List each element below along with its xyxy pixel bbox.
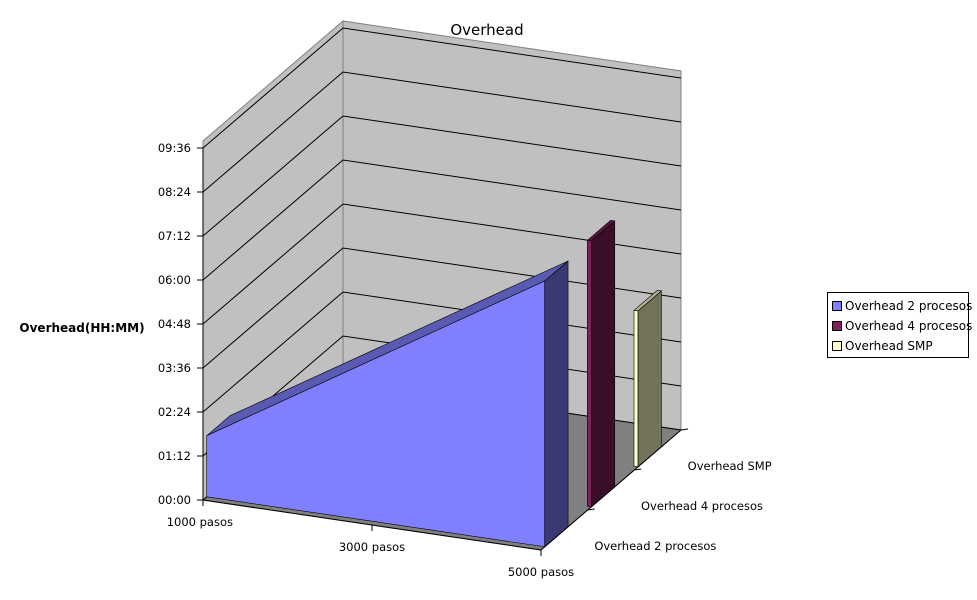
series-side bbox=[591, 220, 616, 508]
gridline bbox=[202, 159, 682, 281]
legend-label: Overhead 4 procesos bbox=[845, 319, 973, 333]
y-tick-label: 08:24 bbox=[158, 185, 191, 199]
depth-tick-mark bbox=[634, 468, 642, 471]
depth-tick-mark bbox=[587, 508, 595, 511]
series-side bbox=[637, 290, 662, 468]
depth-tick-label: Overhead 4 procesos bbox=[641, 499, 763, 513]
chart-tick-labels: 00:00 01:12 02:24 03:36 04:48 06:00 07:12 08:24… bbox=[158, 141, 772, 579]
y-tick-label: 00:00 bbox=[158, 493, 191, 507]
depth-tick-label: Overhead SMP bbox=[688, 459, 772, 473]
y-tick-label: 07:12 bbox=[158, 229, 191, 243]
gridline bbox=[202, 203, 682, 325]
legend-label: Overhead 2 procesos bbox=[845, 299, 973, 313]
legend-item: Overhead 4 procesos bbox=[832, 316, 972, 336]
depth-axis-line bbox=[540, 429, 682, 551]
y-tick-label: 09:36 bbox=[158, 141, 191, 155]
y-tick-label: 01:12 bbox=[158, 449, 191, 463]
chart-title: Overhead bbox=[450, 21, 523, 39]
gridline bbox=[202, 27, 682, 149]
series-area bbox=[587, 240, 592, 508]
x-tick-label: 1000 pasos bbox=[167, 515, 233, 529]
y-tick-label: 06:00 bbox=[158, 273, 191, 287]
depth-tick-mark bbox=[680, 428, 689, 431]
legend-swatch bbox=[832, 341, 842, 351]
x-tick-label: 3000 pasos bbox=[339, 540, 405, 554]
y-axis-label: Overhead(HH:MM) bbox=[19, 321, 144, 335]
legend-swatch bbox=[832, 321, 842, 331]
gridline bbox=[202, 71, 682, 193]
y-tick-label: 03:36 bbox=[158, 361, 191, 375]
chart-legend: Overhead 2 procesos Overhead 4 procesos … bbox=[827, 292, 972, 358]
legend-swatch bbox=[832, 301, 842, 311]
series-side bbox=[544, 260, 569, 548]
y-tick-label: 02:24 bbox=[158, 405, 191, 419]
x-tick-label: 5000 pasos bbox=[508, 565, 574, 579]
depth-tick-label: Overhead 2 procesos bbox=[594, 539, 716, 553]
legend-item: Overhead SMP bbox=[832, 336, 964, 356]
gridline bbox=[202, 115, 682, 237]
chart-axes bbox=[197, 147, 689, 556]
legend-item: Overhead 2 procesos bbox=[832, 296, 972, 316]
chart-series bbox=[206, 220, 663, 548]
y-tick-label: 04:48 bbox=[158, 317, 191, 331]
series-area bbox=[633, 310, 639, 468]
legend-label: Overhead SMP bbox=[845, 339, 933, 353]
